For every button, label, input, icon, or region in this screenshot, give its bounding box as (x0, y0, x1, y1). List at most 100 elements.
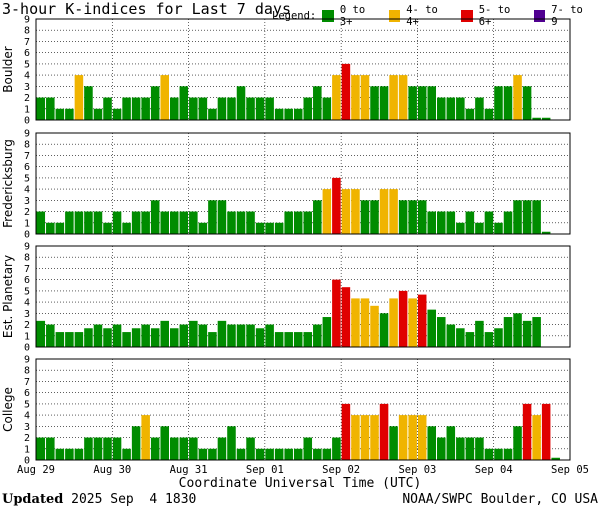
bar (417, 86, 427, 120)
bar (36, 437, 46, 460)
bar (456, 328, 465, 347)
bar (332, 75, 341, 120)
bar (532, 200, 541, 234)
y-tick-label: 7 (24, 377, 30, 388)
bar (208, 332, 217, 347)
bar (246, 437, 255, 460)
updated-timestamp: Updated 2025 Sep 4 1830 (2, 492, 196, 507)
bar (513, 200, 522, 234)
bar (446, 211, 456, 234)
legend-item-severe: 7- to 9 (533, 4, 594, 28)
bar (217, 437, 227, 460)
bar (417, 294, 427, 347)
bar (465, 437, 475, 460)
bar (332, 437, 341, 460)
bar (360, 75, 370, 120)
panel-frame (35, 132, 571, 235)
bar (465, 108, 475, 120)
bar (551, 457, 560, 460)
bar (160, 211, 169, 234)
bar (112, 324, 122, 347)
y-tick-label: 3 (24, 196, 30, 207)
bar (112, 108, 122, 120)
updated-value: 2025 Sep 4 1830 (71, 492, 197, 507)
bar (456, 222, 465, 234)
bar (389, 189, 398, 234)
bar (131, 211, 141, 234)
y-tick-label: 9 (24, 355, 30, 366)
bar (284, 108, 293, 120)
bar (131, 328, 141, 347)
bar (360, 298, 370, 347)
bar (46, 97, 55, 120)
bar (103, 222, 112, 234)
panel-name: Boulder (1, 46, 15, 93)
bar (332, 279, 341, 347)
bar (351, 415, 360, 460)
y-tick-label: 5 (24, 286, 30, 297)
bar (131, 426, 141, 460)
bar (236, 448, 246, 460)
x-tick-label: Sep 05 (551, 464, 589, 476)
bar (150, 437, 160, 460)
bar (437, 97, 446, 120)
bar (131, 97, 141, 120)
y-tick-label: 0 (24, 456, 30, 467)
bar (313, 200, 322, 234)
y-tick-label: 4 (24, 71, 30, 82)
panel-name: Est. Planetary (1, 255, 15, 338)
bar (484, 332, 494, 347)
bar (284, 332, 293, 347)
bar (170, 97, 179, 120)
bar (208, 108, 217, 120)
bar (46, 324, 55, 347)
panel-frame (35, 245, 571, 348)
bar (170, 437, 179, 460)
bar (65, 108, 74, 120)
bar (293, 211, 303, 234)
y-tick-label: 6 (24, 48, 30, 59)
bar (322, 317, 332, 347)
bar (351, 189, 360, 234)
bar (313, 324, 322, 347)
y-tick-label: 7 (24, 37, 30, 48)
x-tick-label: Aug 31 (170, 464, 208, 476)
legend-swatch-yellow (388, 10, 401, 22)
bar (170, 211, 179, 234)
bar (522, 86, 532, 120)
bar (65, 332, 74, 347)
y-tick-label: 9 (24, 242, 30, 253)
y-tick-label: 1 (24, 218, 30, 229)
bar (274, 108, 284, 120)
bar (532, 317, 541, 347)
bar (227, 426, 236, 460)
y-tick-label: 6 (24, 162, 30, 173)
y-tick-label: 8 (24, 26, 30, 37)
y-tick-label: 2 (24, 433, 30, 444)
bar (65, 448, 74, 460)
bar (427, 309, 436, 347)
bar (150, 328, 160, 347)
bar (456, 97, 465, 120)
bar (93, 437, 103, 460)
bar (103, 97, 112, 120)
bar (46, 222, 55, 234)
bar (351, 298, 360, 347)
x-tick-label: Sep 02 (322, 464, 360, 476)
bar (408, 86, 417, 120)
bar (246, 211, 255, 234)
bar (293, 108, 303, 120)
y-tick-label: 2 (24, 320, 30, 331)
bar (370, 305, 379, 347)
bar (503, 86, 513, 120)
bar (198, 324, 208, 347)
bar (255, 222, 265, 234)
bar (513, 313, 522, 347)
legend-swatch-purple (533, 10, 546, 22)
bar (513, 75, 522, 120)
bar (313, 86, 322, 120)
bar (265, 222, 274, 234)
y-tick-label: 3 (24, 82, 30, 93)
bar (522, 200, 532, 234)
